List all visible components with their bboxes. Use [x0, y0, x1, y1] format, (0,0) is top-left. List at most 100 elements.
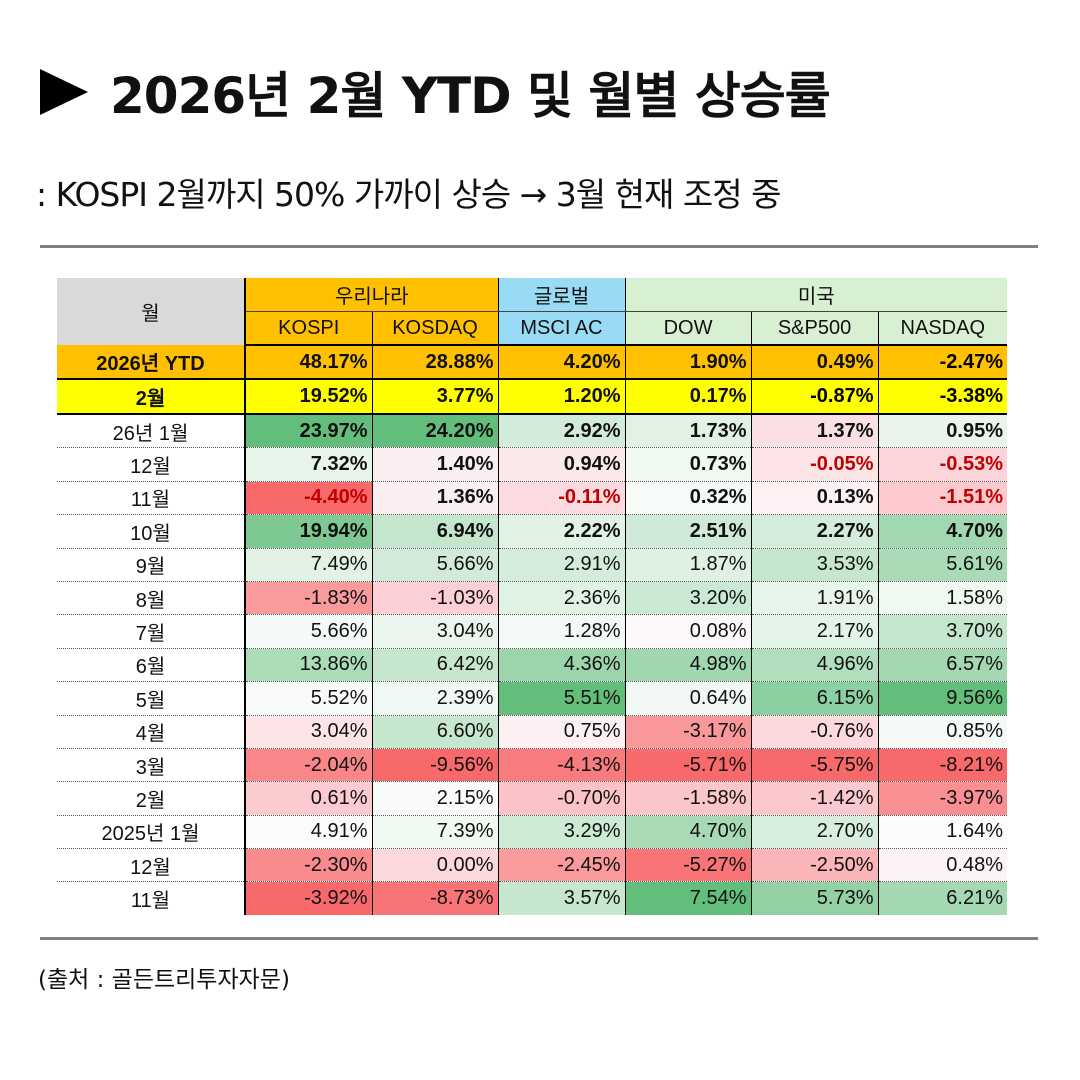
- value-cell: -0.87%: [750, 379, 879, 415]
- value-cell: 1.87%: [624, 548, 752, 582]
- table-row: 11월 -3.92% -8.73% 3.57% 7.54% 5.73% 6.21%: [57, 881, 1008, 915]
- value-cell: 19.52%: [244, 379, 372, 415]
- table-row: 10월 19.94% 6.94% 2.22% 2.51% 2.27% 4.70%: [57, 514, 1008, 549]
- value-cell: 5.61%: [877, 548, 1008, 582]
- table-row: 7월 5.66% 3.04% 1.28% 0.08% 2.17% 3.70%: [57, 614, 1008, 649]
- row-label: 5월: [57, 681, 245, 716]
- value-cell: 0.13%: [750, 481, 879, 516]
- value-cell: 1.58%: [877, 581, 1008, 616]
- page-title-text: 2026년 2월 YTD 및 월별 상승률: [110, 67, 831, 125]
- value-cell: -5.75%: [750, 748, 879, 783]
- row-label: 7월: [57, 614, 245, 649]
- row-label: 9월: [57, 548, 245, 582]
- value-cell: 6.94%: [371, 514, 499, 549]
- value-cell: 3.20%: [624, 581, 752, 616]
- value-cell: 2.15%: [371, 781, 499, 816]
- page-title: 2026년 2월 YTD 및 월별 상승률: [40, 52, 831, 132]
- row-label: 2월: [57, 379, 245, 415]
- group-header-korea: 우리나라: [243, 278, 499, 312]
- table-row: 11월 -4.40% 1.36% -0.11% 0.32% 0.13% -1.51%: [57, 481, 1008, 516]
- value-cell: 1.73%: [624, 414, 752, 449]
- value-cell: 4.91%: [244, 815, 372, 850]
- value-cell: -0.05%: [750, 447, 879, 482]
- value-cell: -3.97%: [877, 781, 1008, 816]
- value-cell: 5.73%: [750, 881, 879, 915]
- table-row: 12월 -2.30% 0.00% -2.45% -5.27% -2.50% 0.48%: [57, 848, 1008, 883]
- value-cell: 0.49%: [750, 345, 879, 380]
- row-label: 26년 1월: [57, 414, 245, 449]
- value-cell: 5.66%: [371, 548, 499, 582]
- value-cell: -1.51%: [877, 481, 1008, 516]
- value-cell: 3.77%: [371, 379, 499, 415]
- value-cell: 6.57%: [877, 648, 1008, 683]
- value-cell: 4.70%: [877, 514, 1008, 549]
- value-cell: 1.91%: [750, 581, 879, 616]
- row-label: 3월: [57, 748, 245, 783]
- month-header: 월: [57, 278, 245, 345]
- returns-table: 월 우리나라 글로벌 미국 KOSPI KOSDAQ MSCI AC DOW S…: [57, 278, 1008, 915]
- value-cell: 19.94%: [244, 514, 372, 549]
- value-cell: 0.64%: [624, 681, 752, 716]
- row-label: 8월: [57, 581, 245, 616]
- row-label: 6월: [57, 648, 245, 683]
- value-cell: -1.83%: [244, 581, 372, 616]
- value-cell: -3.92%: [244, 881, 372, 915]
- value-cell: 3.57%: [497, 881, 626, 915]
- value-cell: -2.47%: [877, 345, 1008, 380]
- value-cell: 2.91%: [497, 548, 626, 582]
- value-cell: 0.75%: [497, 715, 626, 749]
- table-row: 2025년 1월 4.91% 7.39% 3.29% 4.70% 2.70% 1.64%: [57, 815, 1008, 850]
- value-cell: 28.88%: [371, 345, 499, 380]
- value-cell: -0.53%: [877, 447, 1008, 482]
- value-cell: -0.70%: [497, 781, 626, 816]
- table-row: 6월 13.86% 6.42% 4.36% 4.98% 4.96% 6.57%: [57, 648, 1008, 683]
- source-note: (출처 : 골든트리투자자문): [38, 967, 290, 993]
- play-triangle-icon: [40, 69, 88, 115]
- row-label: 2025년 1월: [57, 815, 245, 850]
- value-cell: 1.36%: [371, 481, 499, 516]
- table-row: 8월 -1.83% -1.03% 2.36% 3.20% 1.91% 1.58%: [57, 581, 1008, 616]
- value-cell: 2.22%: [497, 514, 626, 549]
- group-header-global: 글로벌: [497, 278, 626, 312]
- value-cell: 1.20%: [497, 379, 626, 415]
- value-cell: 0.00%: [371, 848, 499, 883]
- value-cell: 4.20%: [497, 345, 626, 380]
- value-cell: 1.37%: [750, 414, 879, 449]
- value-cell: 0.48%: [877, 848, 1008, 883]
- value-cell: 6.42%: [371, 648, 499, 683]
- value-cell: 3.04%: [244, 715, 372, 749]
- table-row: 3월 -2.04% -9.56% -4.13% -5.71% -5.75% -8.21%: [57, 748, 1008, 783]
- value-cell: 2.51%: [624, 514, 752, 549]
- row-label: 2월: [57, 781, 245, 816]
- value-cell: 2.36%: [497, 581, 626, 616]
- value-cell: -0.76%: [750, 715, 879, 749]
- value-cell: -4.13%: [497, 748, 626, 783]
- value-cell: 6.60%: [371, 715, 499, 749]
- value-cell: 7.54%: [624, 881, 752, 915]
- page-subtitle: : KOSPI 2월까지 50% 가까이 상승 → 3월 현재 조정 중: [36, 175, 781, 214]
- value-cell: 0.32%: [624, 481, 752, 516]
- row-label: 10월: [57, 514, 245, 549]
- value-cell: -1.03%: [371, 581, 499, 616]
- row-label: 12월: [57, 848, 245, 883]
- value-cell: 0.08%: [624, 614, 752, 649]
- table-row: 4월 3.04% 6.60% 0.75% -3.17% -0.76% 0.85%: [57, 715, 1008, 749]
- value-cell: -2.30%: [244, 848, 372, 883]
- row-label: 11월: [57, 481, 245, 516]
- value-cell: 7.32%: [244, 447, 372, 482]
- value-cell: -8.21%: [877, 748, 1008, 783]
- value-cell: -3.38%: [877, 379, 1008, 415]
- value-cell: 3.70%: [877, 614, 1008, 649]
- value-cell: -5.27%: [624, 848, 752, 883]
- value-cell: -5.71%: [624, 748, 752, 783]
- value-cell: 6.15%: [750, 681, 879, 716]
- value-cell: 3.53%: [750, 548, 879, 582]
- table-row: 2월 0.61% 2.15% -0.70% -1.58% -1.42% -3.97%: [57, 781, 1008, 816]
- value-cell: -8.73%: [371, 881, 499, 915]
- table-row: 12월 7.32% 1.40% 0.94% 0.73% -0.05% -0.53%: [57, 447, 1008, 482]
- value-cell: 4.96%: [750, 648, 879, 683]
- value-cell: 0.95%: [877, 414, 1008, 449]
- value-cell: 23.97%: [244, 414, 372, 449]
- table-row: 5월 5.52% 2.39% 5.51% 0.64% 6.15% 9.56%: [57, 681, 1008, 716]
- value-cell: -2.45%: [497, 848, 626, 883]
